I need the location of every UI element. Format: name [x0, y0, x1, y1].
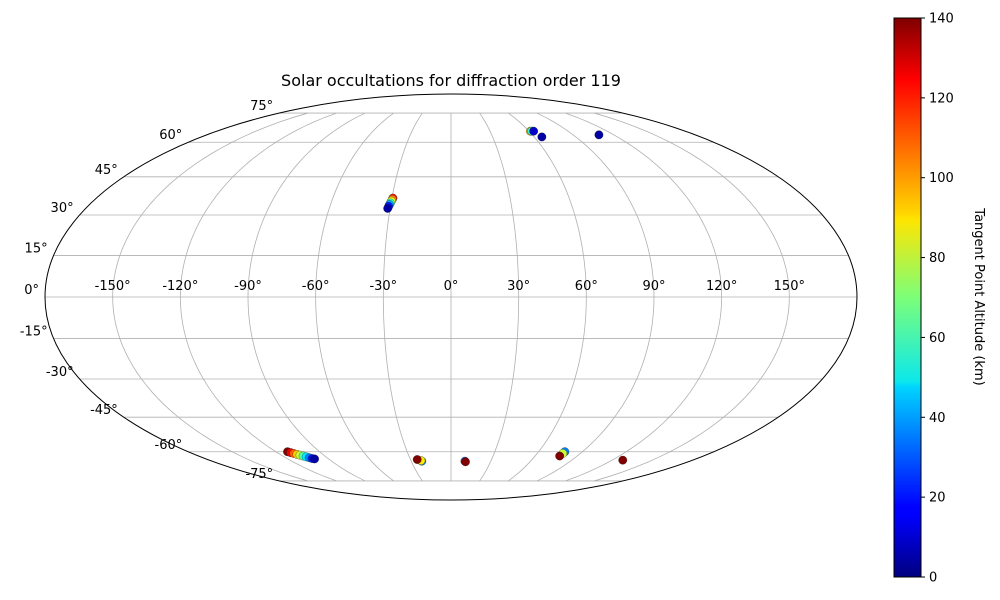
occultation-point: [310, 454, 319, 464]
latitude-tick-label: -15°: [20, 325, 48, 340]
longitude-tick-label: -120°: [162, 279, 198, 294]
longitude-gridline: [479, 112, 520, 482]
longitude-tick-label: -150°: [95, 279, 131, 294]
longitude-tick-label: -60°: [302, 279, 330, 294]
longitude-gridline: [594, 112, 790, 482]
colorbar-tick-label: 80: [929, 251, 946, 266]
longitude-tick-label: 150°: [774, 279, 805, 294]
colorbar-tick-label: 140: [929, 12, 954, 27]
longitude-gridline: [247, 112, 366, 482]
latitude-tick-label: -75°: [245, 467, 273, 482]
colorbar-tick-label: 100: [929, 171, 954, 186]
longitude-tick-label: 0°: [444, 279, 459, 294]
longitude-gridline: [565, 112, 723, 482]
latitude-tick-label: 15°: [25, 241, 48, 256]
data-points: [283, 126, 628, 467]
occultation-point: [555, 451, 565, 461]
longitude-tick-label: 60°: [575, 279, 598, 294]
longitude-gridline: [508, 112, 587, 482]
latitude-tick-label: 30°: [51, 201, 74, 216]
map-plot-area: -150° -120° -90° -60° -30° 0° 30° 60° 90° 120° 150…: [20, 93, 858, 501]
colorbar-tick-label: 60: [929, 331, 946, 346]
occultation-point: [618, 455, 628, 465]
colorbar-tick-label: 40: [929, 411, 946, 426]
longitude-gridline: [382, 112, 423, 482]
latitude-tick-labels: 75° 60° 45° 30° 15° 0° -15° -30° -45° -60° -75°: [20, 99, 273, 482]
longitude-gridlines: [112, 112, 790, 482]
latitude-tick-label: -60°: [155, 438, 183, 453]
longitude-gridline: [315, 112, 394, 482]
longitude-gridline: [536, 112, 655, 482]
occultation-point: [412, 455, 422, 464]
latitude-tick-label: 60°: [159, 128, 182, 143]
longitude-tick-label: -30°: [369, 279, 397, 294]
occultation-point: [529, 126, 538, 136]
latitude-tick-label: -30°: [46, 365, 74, 380]
latitude-tick-label: 45°: [95, 163, 118, 178]
longitude-tick-label: 30°: [507, 279, 530, 294]
longitude-tick-label: -90°: [234, 279, 262, 294]
longitude-tick-label: 120°: [706, 279, 737, 294]
occultation-point: [461, 457, 470, 467]
colorbar-gradient: [893, 17, 922, 578]
longitude-gridline: [112, 112, 308, 482]
longitude-gridline: [179, 112, 337, 482]
occultation-point: [594, 130, 604, 140]
occultation-point: [383, 204, 393, 213]
chart-title: Solar occultations for diffraction order…: [281, 71, 621, 90]
latitude-tick-label: 75°: [250, 99, 273, 114]
longitude-tick-labels: -150° -120° -90° -60° -30° 0° 30° 60° 90° 120° 150…: [95, 279, 805, 294]
colorbar: 0 20 40 60 80 100 120 140 Tangent Point Altitud…: [893, 12, 986, 586]
map-boundary: [44, 93, 858, 501]
colorbar-tick-label: 120: [929, 91, 954, 106]
latitude-tick-label: 0°: [24, 283, 39, 298]
latitude-tick-label: -45°: [90, 403, 118, 418]
colorbar-tick-label: 20: [929, 491, 946, 506]
colorbar-tick-label: 0: [929, 571, 937, 586]
longitude-tick-label: 90°: [642, 279, 665, 294]
colorbar-label: Tangent Point Altitude (km): [971, 207, 986, 385]
occultation-point: [537, 132, 547, 142]
colorbar-ticks: 0 20 40 60 80 100 120 140: [921, 12, 954, 586]
